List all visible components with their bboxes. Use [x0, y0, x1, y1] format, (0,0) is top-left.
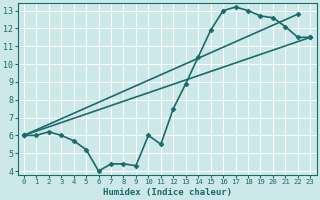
X-axis label: Humidex (Indice chaleur): Humidex (Indice chaleur)	[103, 188, 232, 197]
